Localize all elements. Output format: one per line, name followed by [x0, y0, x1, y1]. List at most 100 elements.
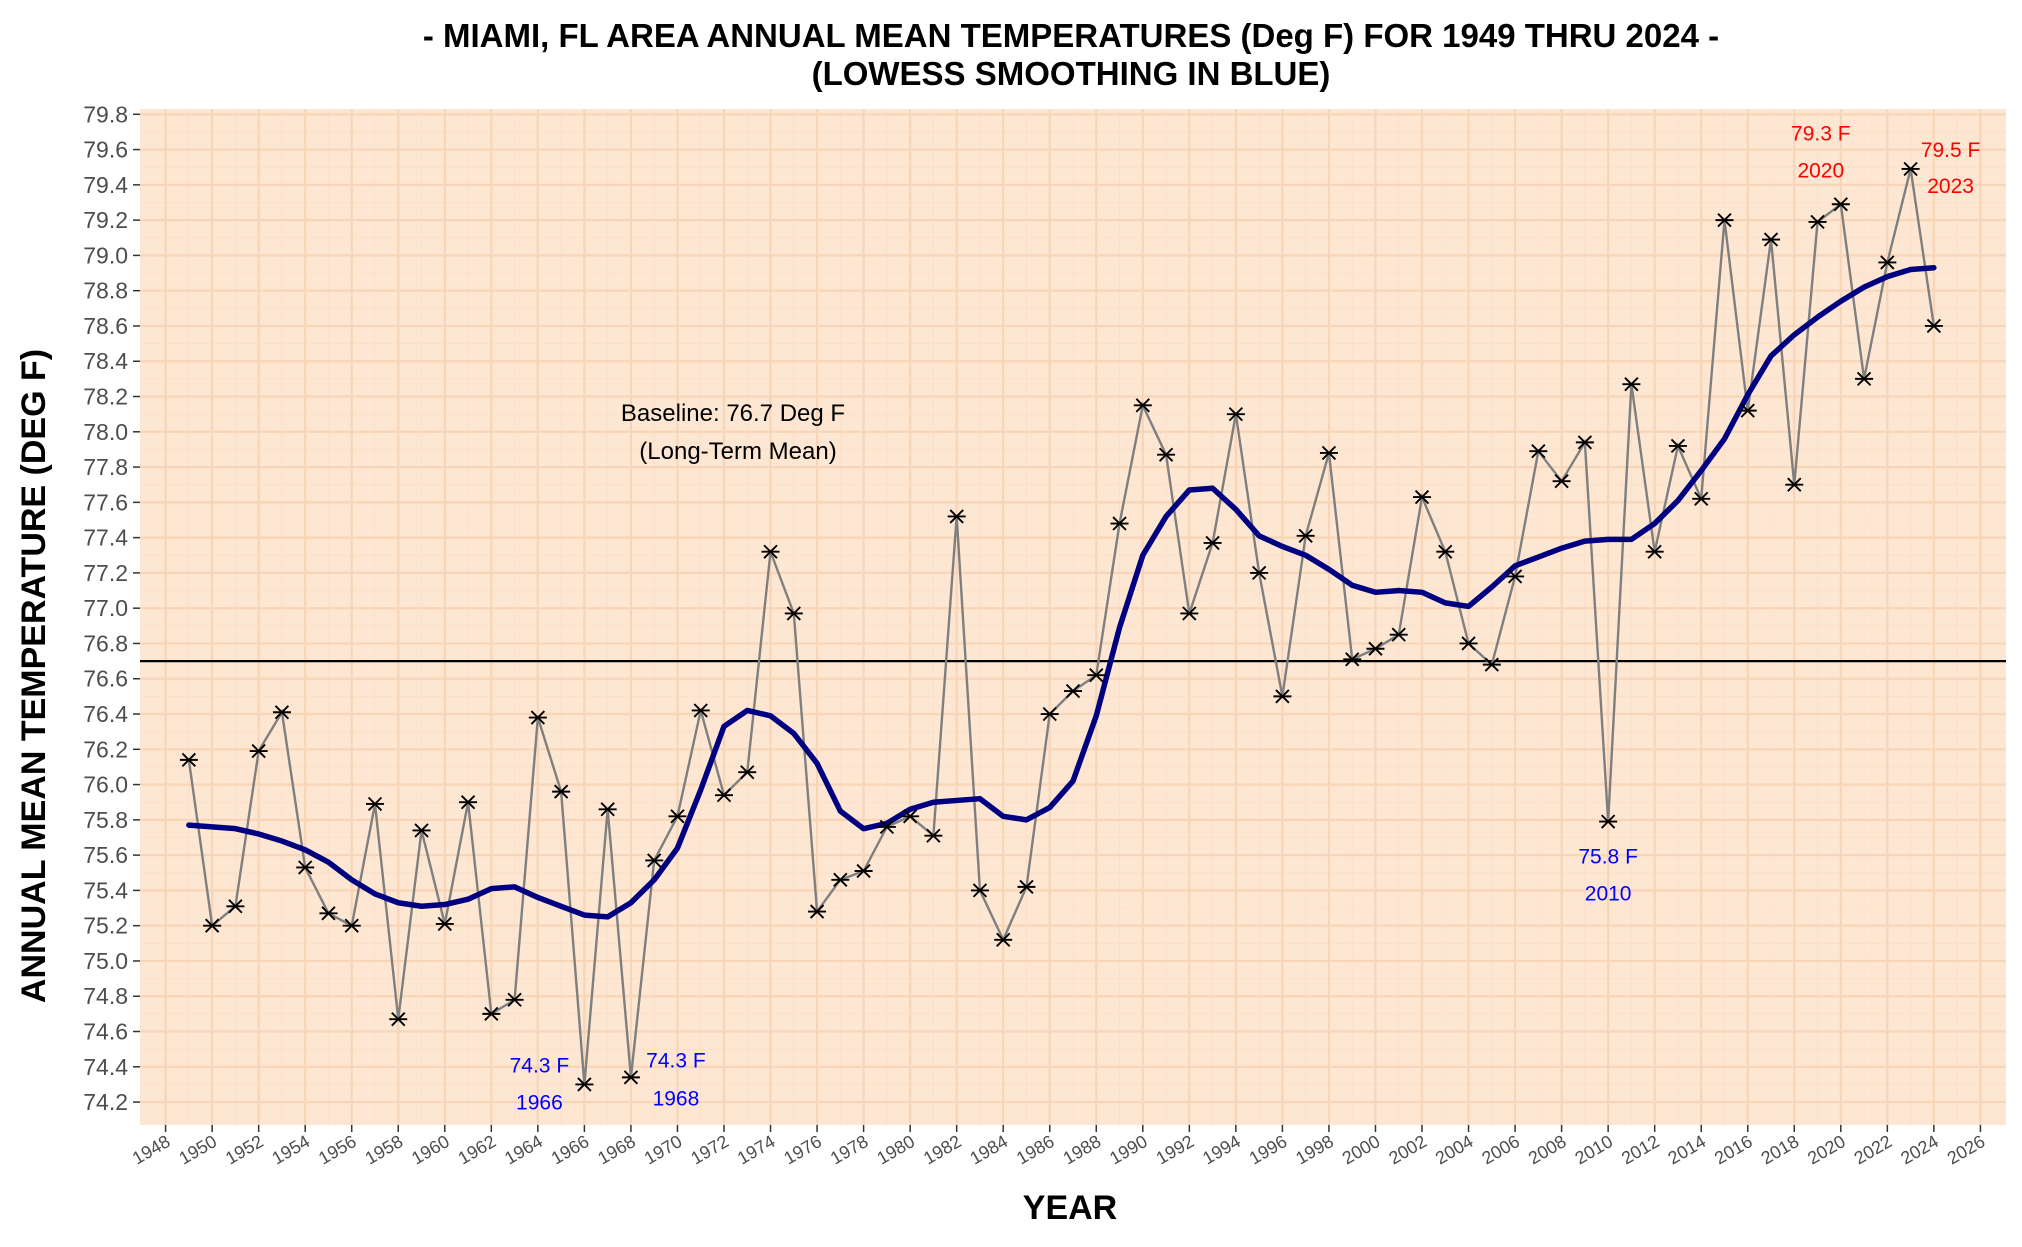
data-point-stroke — [1089, 668, 1104, 683]
data-point — [226, 899, 245, 914]
data-point-stroke — [507, 992, 522, 1007]
data-point-stroke — [321, 906, 336, 921]
y-tick-label: 79.8 — [83, 101, 128, 127]
data-point-stroke — [623, 1070, 639, 1085]
data-point — [1575, 435, 1594, 450]
data-point-stroke — [600, 802, 615, 817]
data-point — [877, 819, 896, 835]
y-tick-label: 78.0 — [83, 419, 128, 445]
data-point — [1529, 444, 1548, 459]
data-point — [1924, 318, 1943, 334]
annotation-year: 2023 — [1927, 175, 1974, 198]
y-tick-label: 75.8 — [83, 807, 128, 833]
data-point-stroke — [949, 509, 964, 524]
data-point-stroke — [833, 872, 848, 887]
y-tick-label: 77.4 — [83, 525, 128, 551]
annotation-year: 2020 — [1797, 159, 1844, 182]
data-point-stroke — [1205, 535, 1220, 551]
y-tick-label: 76.6 — [83, 666, 128, 692]
data-point — [1738, 403, 1757, 418]
data-point-stroke — [1368, 641, 1383, 656]
data-point — [1226, 407, 1245, 422]
data-point — [808, 904, 827, 919]
data-point-stroke — [1321, 445, 1337, 461]
data-point-stroke — [1903, 161, 1918, 177]
data-point — [412, 823, 431, 838]
data-point-stroke — [716, 788, 732, 803]
annotation-year: 1968 — [653, 1087, 700, 1110]
data-point — [575, 1077, 594, 1092]
data-point-stroke — [693, 703, 708, 718]
data-point-stroke — [856, 863, 871, 879]
data-point-stroke — [1880, 255, 1895, 270]
data-point — [435, 916, 454, 932]
y-tick-label: 78.6 — [83, 313, 128, 339]
data-point-stroke — [1345, 652, 1360, 667]
data-point-stroke — [1391, 627, 1406, 642]
data-point-stroke — [1740, 403, 1755, 418]
data-point-stroke — [204, 918, 220, 933]
y-tick-label: 76.4 — [83, 701, 128, 727]
data-point — [598, 802, 617, 817]
data-point — [645, 853, 664, 868]
data-point-stroke — [926, 828, 941, 843]
y-tick-label: 77.0 — [83, 595, 128, 621]
data-point-stroke — [1438, 544, 1453, 559]
data-point-stroke — [1833, 197, 1848, 212]
data-point — [970, 883, 989, 898]
data-point-stroke — [1507, 569, 1523, 584]
y-tick-label: 74.4 — [83, 1054, 128, 1080]
data-point — [319, 906, 338, 921]
y-tick-label: 76.0 — [83, 772, 128, 798]
baseline-label-line-2: (Long-Term Mean) — [639, 438, 836, 465]
data-point — [1273, 689, 1292, 704]
data-point-stroke — [670, 809, 685, 824]
y-tick-label: 79.4 — [83, 172, 128, 198]
data-point-stroke — [228, 899, 243, 914]
data-point — [784, 606, 803, 621]
data-point-stroke — [1065, 683, 1081, 699]
data-point — [1878, 255, 1897, 270]
data-point — [714, 788, 733, 803]
data-point — [1017, 879, 1036, 895]
data-point-stroke — [1600, 814, 1616, 829]
data-point — [1622, 377, 1641, 392]
y-tick-label: 77.6 — [83, 489, 128, 515]
data-point — [365, 796, 384, 812]
data-point — [552, 784, 571, 799]
data-point — [668, 809, 687, 824]
data-point — [505, 992, 524, 1007]
data-point — [1901, 161, 1920, 177]
data-point-stroke — [1694, 491, 1709, 506]
data-point — [1436, 544, 1455, 559]
data-point — [1250, 565, 1269, 581]
data-point-stroke — [344, 918, 359, 933]
data-point-stroke — [1414, 489, 1430, 505]
data-point — [1506, 569, 1525, 584]
data-point-stroke — [1182, 606, 1197, 621]
annotation-value: 74.3 F — [646, 1049, 706, 1072]
annotation-value: 79.5 F — [1921, 139, 1981, 162]
data-point — [1180, 606, 1199, 621]
data-point-stroke — [1856, 371, 1872, 387]
data-point — [1343, 652, 1362, 667]
data-point-stroke — [972, 883, 988, 898]
y-tick-label: 79.2 — [83, 207, 128, 233]
data-point-stroke — [484, 1006, 499, 1022]
data-point — [1808, 214, 1827, 230]
data-point-stroke — [460, 795, 476, 810]
annotation-value: 75.8 F — [1578, 846, 1638, 869]
data-point — [249, 743, 268, 759]
data-point-stroke — [1787, 477, 1802, 492]
data-point — [1692, 491, 1711, 506]
annotation-value: 79.3 F — [1791, 122, 1851, 145]
data-point — [1645, 544, 1664, 559]
data-point-stroke — [1019, 879, 1034, 895]
data-point-stroke — [740, 765, 755, 780]
data-point — [1203, 535, 1222, 551]
raw-temperature-line — [187, 168, 1936, 1085]
data-point-stroke — [1251, 565, 1267, 581]
data-point-stroke — [1531, 444, 1546, 459]
data-point-stroke — [391, 1012, 406, 1027]
